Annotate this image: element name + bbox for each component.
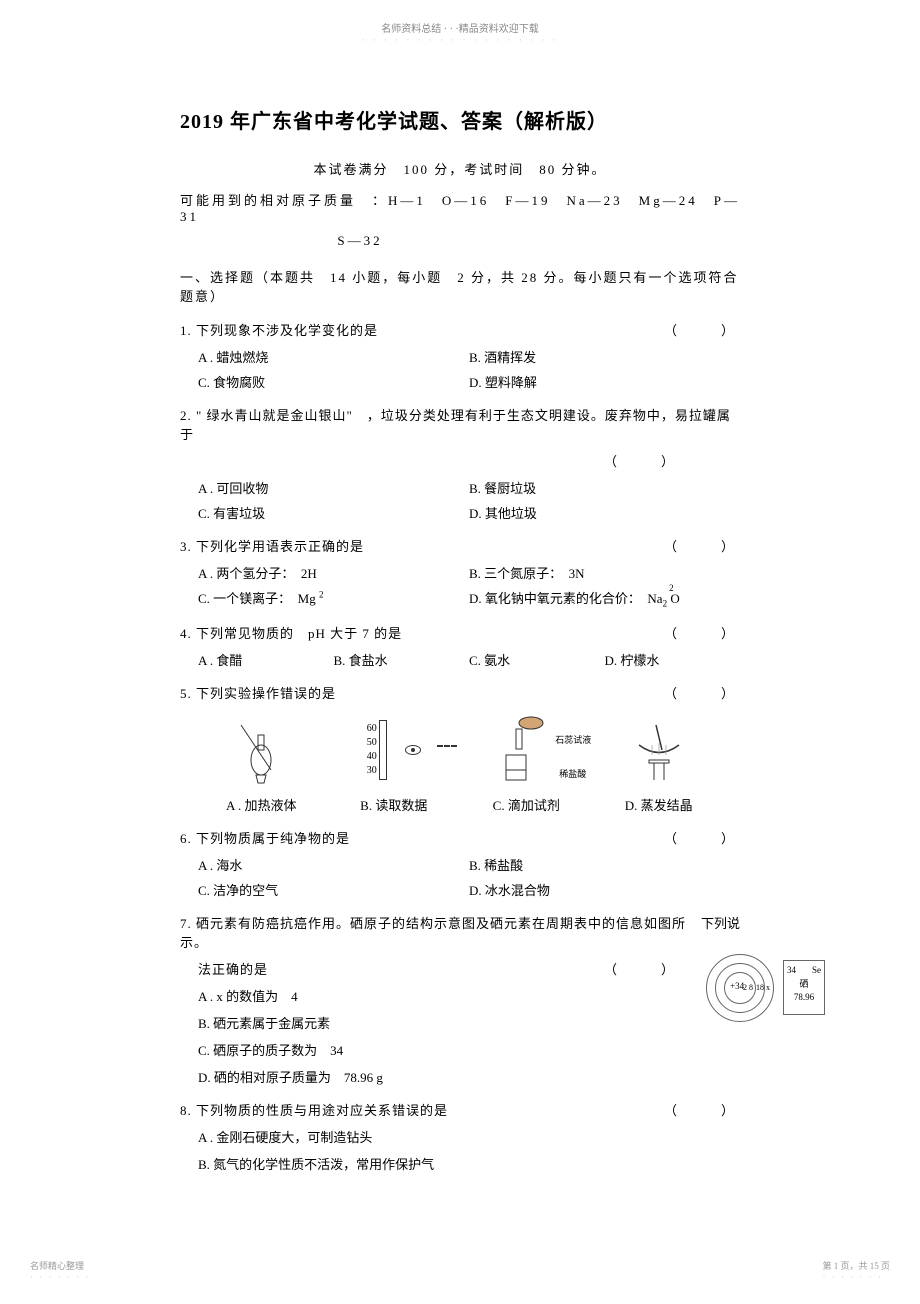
answer-paren: （ ）: [604, 959, 680, 978]
question-stem: 4. 下列常见物质的 pH 大于 7 的是: [180, 623, 664, 642]
image-label-c: C. 滴加试剂: [460, 795, 593, 814]
option-b: B. 稀盐酸: [469, 855, 740, 874]
option-c: C. 氨水: [469, 650, 605, 669]
option-a: A . 金刚石硬度大，可制造钻头: [198, 1127, 740, 1146]
question-4: 4. 下列常见物质的 pH 大于 7 的是 （ ） A . 食醋 B. 食盐水 …: [180, 623, 740, 669]
answer-paren: （ ）: [664, 536, 740, 555]
atomic-masses-line1: 可能用到的相对原子质量 ：H—1 O—16 F—19 Na—23 Mg—24 P…: [180, 190, 740, 225]
answer-paren: （ ）: [664, 623, 740, 642]
option-d: D. 塑料降解: [469, 372, 740, 391]
option-d: D. 柠檬水: [605, 650, 741, 669]
image-label-d: D. 蒸发结晶: [593, 795, 726, 814]
atomic-masses-line2: S—32: [180, 233, 740, 249]
option-b: B. 硒元素属于金属元素: [198, 1013, 740, 1032]
document-title: 2019 年广东省中考化学试题、答案（解析版）: [180, 105, 740, 134]
image-thermometer: 60 50 40 30: [349, 715, 439, 785]
question-stem: 1. 下列现象不涉及化学变化的是: [180, 320, 664, 339]
question-7: 7. 硒元素有防癌抗癌作用。硒原子的结构示意图及硒元素在周期表中的信息如图所示。…: [180, 913, 740, 1086]
option-b: B. 食盐水: [334, 650, 470, 669]
atom-structure-icon: +34 2 8 18 x: [705, 953, 775, 1023]
image-evaporation: [614, 715, 704, 785]
header-dots: · · · · · · · · · · · · · · · · · ·: [0, 35, 920, 45]
option-d: D. 冰水混合物: [469, 880, 740, 899]
option-b: B. 餐厨垃圾: [469, 478, 740, 497]
question-stem: 8. 下列物质的性质与用途对应关系错误的是: [180, 1100, 664, 1119]
eye-icon: [405, 745, 421, 755]
image-dropper: 石蕊试液 稀盐酸: [481, 715, 571, 785]
footer-right: 第 1 页，共 15 页 · · · · · · ·: [822, 1259, 890, 1282]
question-stem: 5. 下列实验操作错误的是: [180, 683, 664, 702]
option-b: B. 酒精挥发: [469, 347, 740, 366]
option-a: A . 海水: [198, 855, 469, 874]
header-text: 名师资料总结 · · ·精品资料欢迎下载: [0, 20, 920, 35]
option-d: D. 氧化钠中氧元素的化合价： Na22 O: [469, 588, 740, 609]
question-6: 6. 下列物质属于纯净物的是 （ ） A . 海水 B. 稀盐酸 C. 洁净的空…: [180, 828, 740, 899]
option-c: C. 食物腐败: [198, 372, 469, 391]
question-8: 8. 下列物质的性质与用途对应关系错误的是 （ ） A . 金刚石硬度大，可制造…: [180, 1100, 740, 1173]
question-2: 2. " 绿水青山就是金山银山" ，垃圾分类处理有利于生态文明建设。废弃物中，易…: [180, 405, 740, 522]
selenium-diagrams: +34 2 8 18 x 34Se 硒 78.96: [705, 953, 825, 1023]
option-c: C. 一个镁离子： Mg 2: [198, 588, 469, 609]
periodic-table-cell: 34Se 硒 78.96: [783, 960, 825, 1015]
option-a: A . x 的数值为 4: [198, 986, 740, 1005]
option-d: D. 硒的相对原子质量为 78.96 g: [198, 1067, 740, 1086]
option-c: C. 有害垃圾: [198, 503, 469, 522]
experiment-images: 60 50 40 30 石蕊试液 稀盐酸: [180, 710, 740, 790]
answer-paren: （ ）: [604, 451, 680, 470]
option-a: A . 两个氢分子： 2H: [198, 563, 469, 582]
question-1: 1. 下列现象不涉及化学变化的是 （ ） A . 蜡烛燃烧 B. 酒精挥发 C.…: [180, 320, 740, 391]
answer-paren: （ ）: [664, 828, 740, 847]
answer-paren: （ ）: [664, 683, 740, 702]
option-c: C. 硒原子的质子数为 34: [198, 1040, 740, 1059]
section-header: 一、选择题（本题共 14 小题，每小题 2 分，共 28 分。每小题只有一个选项…: [180, 267, 740, 305]
question-stem: 2. " 绿水青山就是金山银山" ，垃圾分类处理有利于生态文明建设。废弃物中，易…: [180, 405, 740, 443]
answer-paren: （ ）: [664, 1100, 740, 1119]
option-a: A . 食醋: [198, 650, 334, 669]
page-header: 名师资料总结 · · ·精品资料欢迎下载 · · · · · · · · · ·…: [0, 0, 920, 45]
option-b: B. 氮气的化学性质不活泼，常用作保护气: [198, 1154, 740, 1173]
question-3: 3. 下列化学用语表示正确的是 （ ） A . 两个氢分子： 2H B. 三个氮…: [180, 536, 740, 609]
footer-left: 名师精心整理 · · · · · · ·: [30, 1259, 90, 1282]
stem-end: 下列说: [701, 913, 740, 951]
document-subtitle: 本试卷满分 100 分，考试时间 80 分钟。: [180, 159, 740, 178]
image-label-a: A . 加热液体: [195, 795, 328, 814]
question-stem: 7. 硒元素有防癌抗癌作用。硒原子的结构示意图及硒元素在周期表中的信息如图所示。: [180, 913, 701, 951]
question-5: 5. 下列实验操作错误的是 （ ） 60 50 40 30: [180, 683, 740, 814]
image-label-b: B. 读取数据: [328, 795, 461, 814]
option-a: A . 蜡烛燃烧: [198, 347, 469, 366]
image-heating-liquid: [216, 715, 306, 785]
option-a: A . 可回收物: [198, 478, 469, 497]
option-c: C. 洁净的空气: [198, 880, 469, 899]
document-content: 2019 年广东省中考化学试题、答案（解析版） 本试卷满分 100 分，考试时间…: [0, 45, 920, 1227]
question-stem: 6. 下列物质属于纯净物的是: [180, 828, 664, 847]
question-stem-2: 法正确的是: [198, 959, 604, 978]
answer-paren: （ ）: [664, 320, 740, 339]
option-d: D. 其他垃圾: [469, 503, 740, 522]
question-stem: 3. 下列化学用语表示正确的是: [180, 536, 664, 555]
option-b: B. 三个氮原子： 3N: [469, 563, 740, 582]
